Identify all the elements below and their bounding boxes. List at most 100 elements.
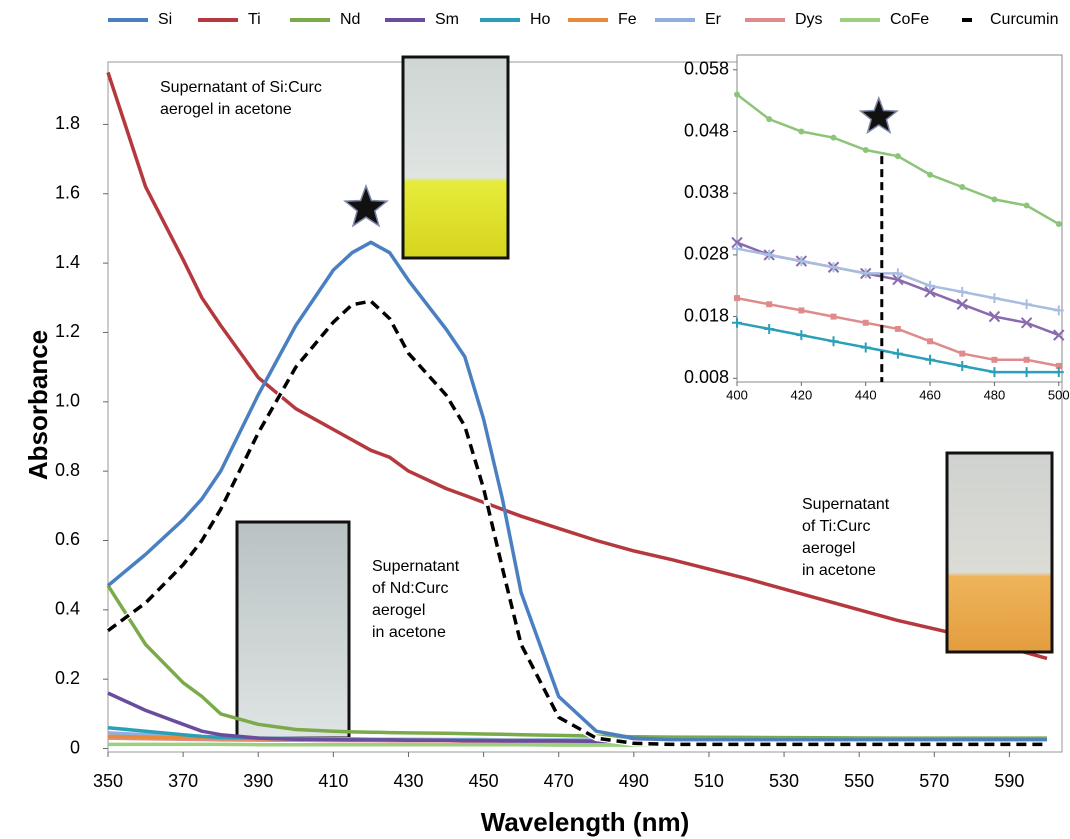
point <box>764 323 775 334</box>
point <box>892 348 903 359</box>
point <box>925 280 936 291</box>
legend-label: CoFe <box>890 11 929 28</box>
star <box>858 95 899 135</box>
plot-frame <box>107 61 1063 753</box>
x-tick-label: 480 <box>984 387 1006 402</box>
point <box>892 273 904 286</box>
x-tick-label: 570 <box>919 771 949 791</box>
annotation: Supernatant <box>802 496 890 513</box>
y-axis-title: Absorbance <box>23 330 53 480</box>
legend-label: Fe <box>618 11 637 28</box>
point <box>1055 221 1062 228</box>
annotation: aerogel <box>802 540 855 557</box>
y-tick-label: 1.2 <box>55 321 80 341</box>
point <box>927 171 934 178</box>
star <box>343 183 389 228</box>
y-tick-label: 0.2 <box>55 668 80 688</box>
point <box>925 354 936 365</box>
point <box>732 317 742 328</box>
annotation: in acetone <box>372 624 446 641</box>
point <box>860 268 871 279</box>
y-tick-label: 0.038 <box>684 182 729 202</box>
y-tick-label: 0.8 <box>55 460 80 480</box>
point <box>924 286 936 298</box>
point <box>959 350 966 357</box>
y-tick-label: 0.008 <box>684 367 729 387</box>
point <box>991 196 998 203</box>
x-tick-label: 500 <box>1048 387 1070 402</box>
annotation: Supernatant of Si:Curc <box>160 79 322 96</box>
point <box>830 313 837 320</box>
x-tick-label: 370 <box>168 771 198 791</box>
point <box>796 330 807 341</box>
point <box>731 236 743 249</box>
legend-label: Er <box>705 11 722 28</box>
point <box>989 367 1000 378</box>
x-axis-title: Wavelength (nm) <box>481 807 689 837</box>
series-line <box>106 71 1048 661</box>
point <box>766 116 773 123</box>
y-tick-label: 0 <box>70 737 80 757</box>
annotation: Supernatant <box>372 558 460 575</box>
point <box>1020 317 1033 329</box>
photo-ti <box>945 451 1054 654</box>
x-tick-label: 400 <box>726 387 748 402</box>
point <box>894 325 901 332</box>
x-tick-label: 430 <box>393 771 423 791</box>
point <box>1055 362 1062 369</box>
main-plot: 350 370 390 410 430 450 470 490 510 530 550 570 590 0… <box>55 71 1048 791</box>
legend-label: Ho <box>530 11 551 28</box>
point <box>766 301 773 308</box>
point <box>862 147 869 154</box>
point <box>796 256 807 267</box>
legend-label: Sm <box>435 11 459 28</box>
y-tick-label: 0.058 <box>684 59 729 79</box>
point <box>1053 367 1064 378</box>
point <box>1023 202 1030 209</box>
y-tick-label: 1.6 <box>55 183 80 203</box>
x-tick-label: 530 <box>769 771 799 791</box>
point <box>1023 356 1030 363</box>
point <box>957 286 968 297</box>
point <box>1053 329 1065 341</box>
inset-plot: 400 420 440 460 480 500 0.008 0.018 0.028 0.038 0.… <box>684 59 1070 403</box>
point <box>927 338 934 345</box>
photo-nd <box>235 520 351 740</box>
legend: Si Ti Nd Sm Ho Fe Er Dys CoFe Curcumin <box>108 11 1058 28</box>
point <box>734 295 740 302</box>
point <box>1053 305 1064 316</box>
series-line <box>106 299 1047 747</box>
point <box>860 342 871 353</box>
point <box>734 91 740 98</box>
point <box>988 310 1001 323</box>
point <box>989 293 1000 304</box>
legend-label: Si <box>158 11 172 28</box>
legend-label: Curcumin <box>990 11 1058 28</box>
series-line <box>106 584 1047 740</box>
point <box>956 298 968 310</box>
point <box>830 134 837 141</box>
point <box>894 153 901 160</box>
point <box>957 360 968 371</box>
photo-si <box>401 55 510 260</box>
legend-label: Nd <box>340 11 360 28</box>
point <box>991 356 998 363</box>
point <box>798 307 805 314</box>
point <box>764 249 775 260</box>
y-tick-label: 1.8 <box>55 113 80 133</box>
x-tick-label: 450 <box>469 771 499 791</box>
point <box>1021 299 1032 310</box>
x-tick-label: 460 <box>919 387 941 402</box>
x-tick-label: 510 <box>694 771 724 791</box>
annotation: aerogel <box>372 602 425 619</box>
point <box>1021 367 1032 378</box>
y-tick-label: 0.6 <box>55 529 80 549</box>
point <box>892 268 903 279</box>
x-tick-label: 420 <box>791 387 813 402</box>
point <box>732 243 742 254</box>
x-tick-label: 490 <box>619 771 649 791</box>
x-tick-label: 410 <box>318 771 348 791</box>
annotation: aerogel in acetone <box>160 101 292 118</box>
annotation: of Ti:Curc <box>802 518 870 535</box>
